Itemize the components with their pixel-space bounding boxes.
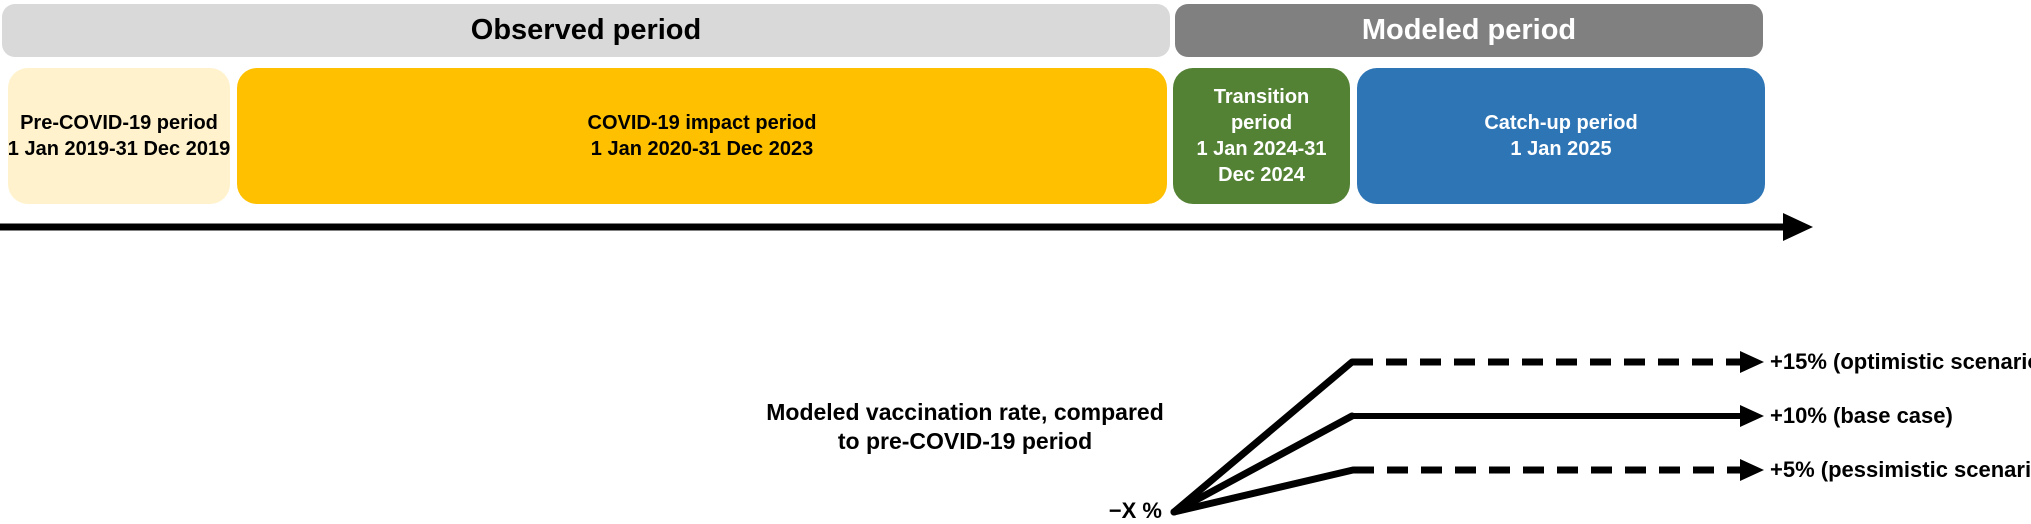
covid-impact-period-box: COVID-19 impact period 1 Jan 2020-31 Dec… — [237, 68, 1167, 204]
optimistic-arrowhead — [1740, 351, 1764, 373]
period-title: COVID-19 impact period — [587, 112, 817, 134]
period-title: Catch-up period — [1484, 112, 1638, 134]
base-case-rise-line — [1170, 412, 1356, 516]
baseline-drop-label: −X % — [1108, 498, 1162, 523]
pre-covid-period-box: Pre-COVID-19 period 1 Jan 2019-31 Dec 20… — [8, 68, 230, 204]
period-dates: 1 Jan 2025 — [1510, 138, 1612, 160]
timeline-axis-arrow — [0, 213, 1813, 241]
period-title: Pre-COVID-19 period — [20, 112, 218, 134]
pessimistic-scenario-label: +5% (pessimistic scenario) — [1770, 457, 2031, 482]
annotation-line-1: Modeled vaccination rate, compared — [766, 399, 1164, 425]
catch-up-period-box: Catch-up period 1 Jan 2025 — [1357, 68, 1765, 204]
period-dates: 1 Jan 2020-31 Dec 2023 — [590, 138, 814, 160]
period-dates: 1 Jan 2019-31 Dec 2019 — [7, 138, 231, 160]
observed-period-header: Observed period — [2, 4, 1170, 57]
period-dates: 1 Jan 2024-31 Dec 2024 — [1196, 138, 1327, 186]
pessimistic-rise-line — [1170, 466, 1357, 516]
period-title: Transition period — [1213, 86, 1310, 134]
modeled-period-header: Modeled period — [1175, 4, 1763, 57]
base-case-arrowhead — [1740, 405, 1764, 427]
base-case-label: +10% (base case) — [1770, 403, 1953, 428]
transition-period-box: Transition period 1 Jan 2024-31 Dec 2024 — [1173, 68, 1350, 204]
annotation-line-2: to pre-COVID-19 period — [837, 428, 1093, 454]
optimistic-scenario-label: +15% (optimistic scenario) — [1770, 349, 2031, 374]
scenario-fan — [1170, 351, 1764, 516]
observed-period-label: Observed period — [470, 14, 702, 46]
modeled-period-label: Modeled period — [1361, 14, 1577, 46]
timeline-axis-arrowhead — [1783, 213, 1813, 241]
pessimistic-arrowhead — [1740, 459, 1764, 481]
vaccination-rate-annotation: Modeled vaccination rate, compared to pr… — [755, 398, 1175, 456]
optimistic-rise-line — [1170, 358, 1356, 516]
